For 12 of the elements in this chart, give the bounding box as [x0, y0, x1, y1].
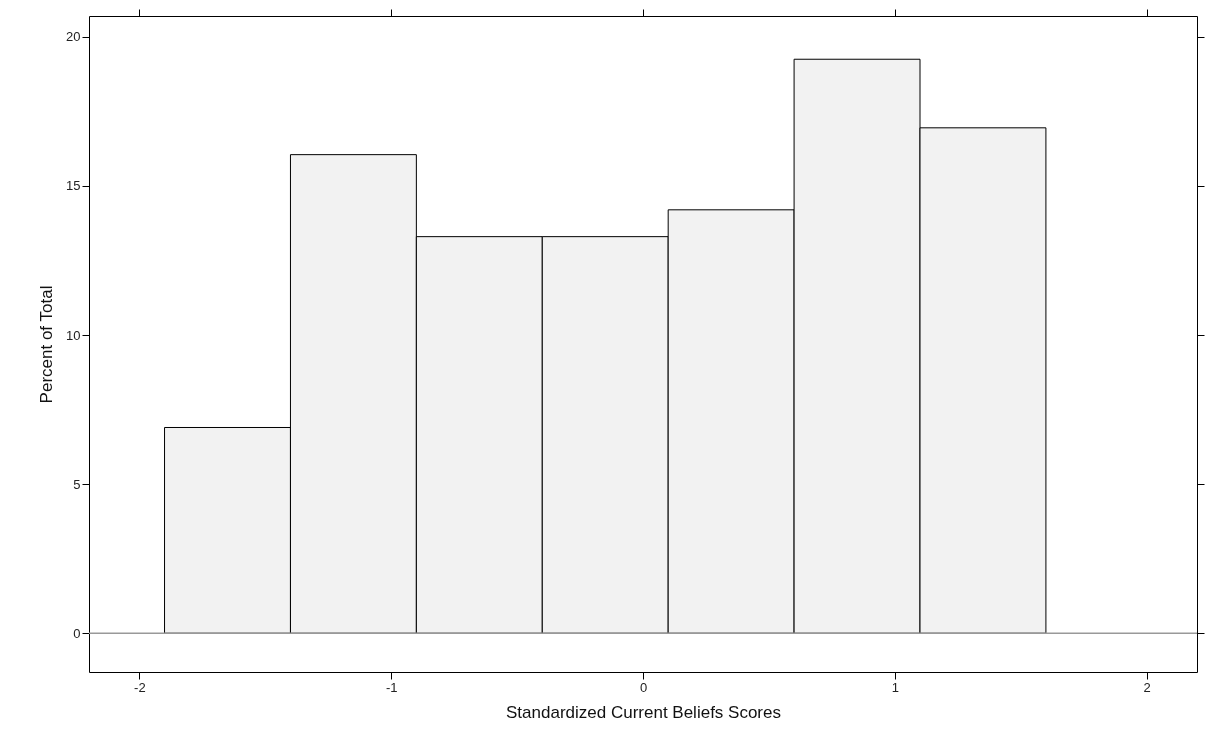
y-tick-label: 5	[73, 476, 81, 492]
x-tick-label: 2	[1143, 679, 1151, 695]
y-tick-label: 0	[73, 625, 81, 641]
x-tick-label: -2	[134, 679, 146, 695]
y-tick-label: 10	[66, 327, 81, 343]
y-tick-label: 15	[66, 178, 81, 194]
x-tick-label: 0	[639, 679, 648, 695]
y-tick-label: 20	[66, 29, 81, 45]
x-tick-label: -1	[385, 679, 398, 695]
x-tick-label: 1	[891, 679, 899, 695]
x-axis-title: Standardized Current Beliefs Scores	[506, 702, 781, 722]
y-axis-title: Percent of Total	[37, 285, 57, 404]
